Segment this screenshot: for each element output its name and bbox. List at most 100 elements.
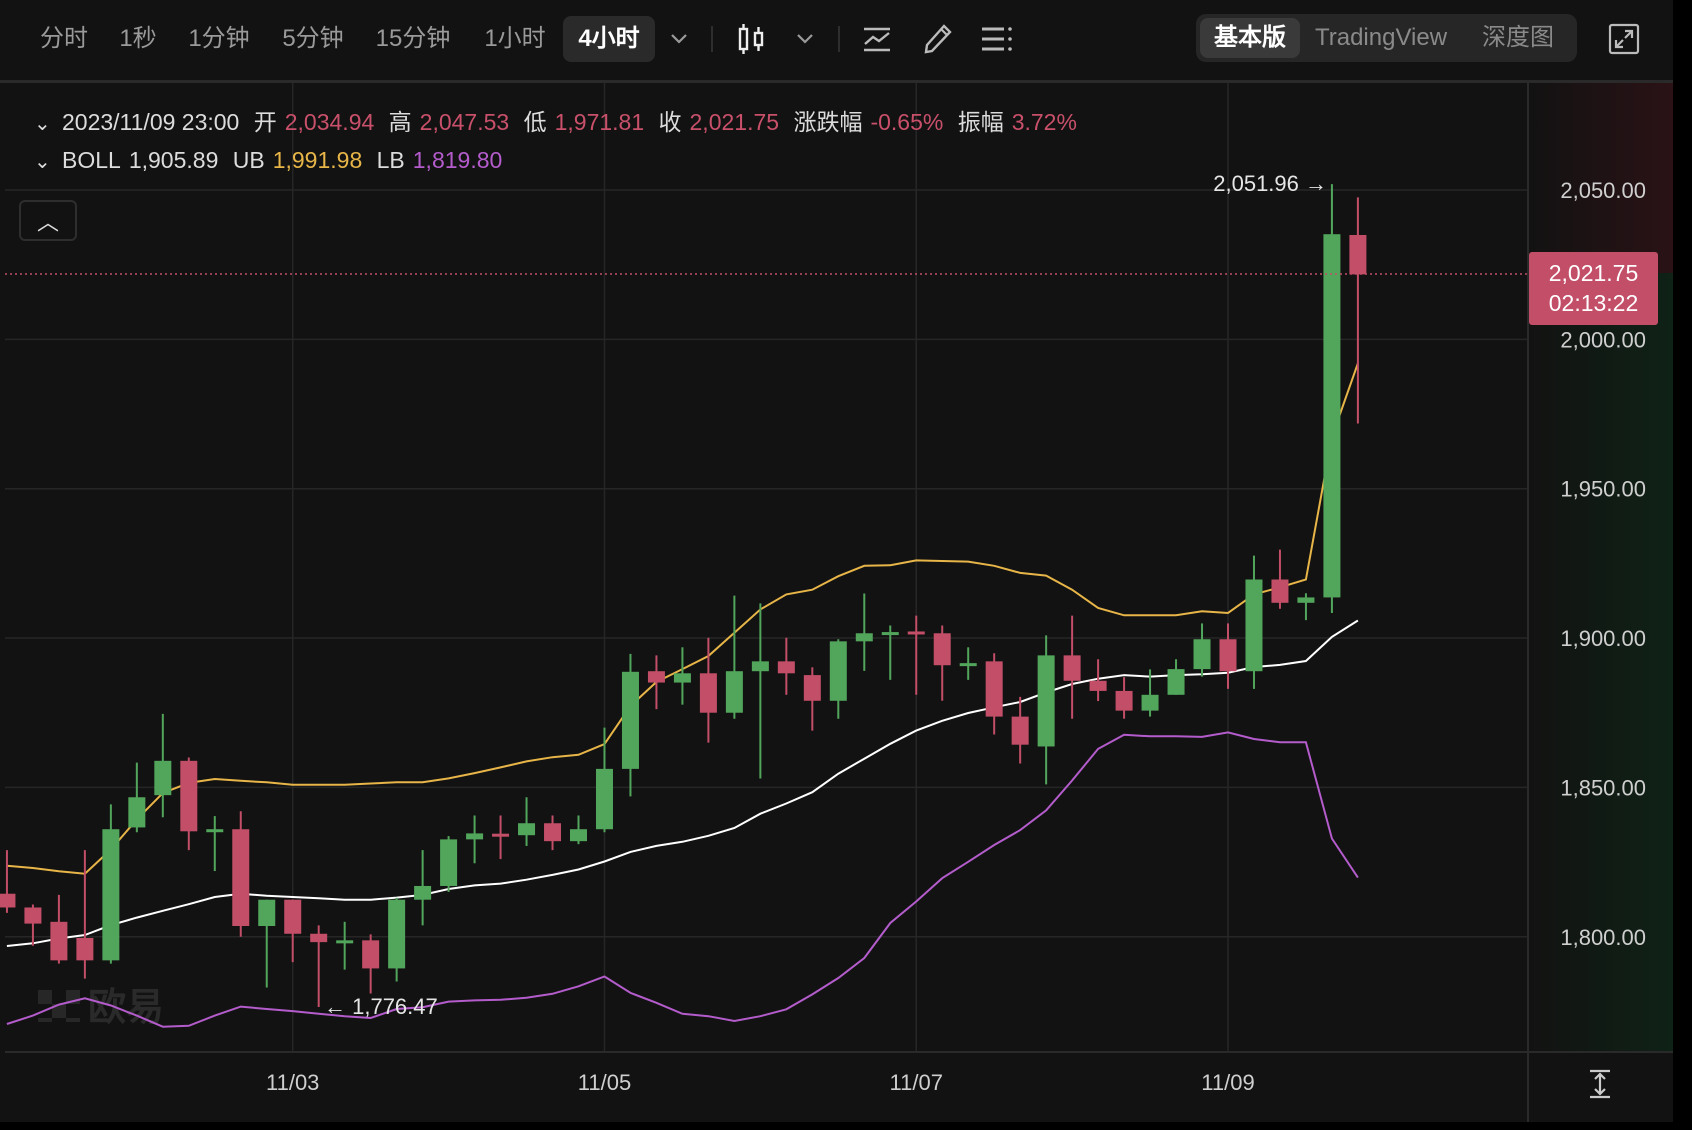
candle-down — [362, 934, 380, 994]
time-axis-label: 11/09 — [1201, 1070, 1254, 1095]
candle-down — [1089, 659, 1107, 702]
price-axis-label: 1,900.00 — [1560, 626, 1646, 651]
candlestick-chart[interactable]: 欧易 2,050.00 2,000.00 1,950.00 1,900.00 1,850… — [0, 83, 1673, 1122]
view-depth[interactable]: 深度图 — [1482, 24, 1554, 51]
candle-body — [336, 940, 354, 944]
candle-body — [518, 823, 536, 836]
fullscreen-icon[interactable] — [1605, 20, 1643, 58]
open-value: 2,034.94 — [284, 109, 375, 135]
close-value: 2,021.75 — [689, 109, 780, 135]
candle-up — [518, 797, 536, 846]
low-price-annotation: ← 1,776.47 — [324, 994, 438, 1019]
candle-body — [1115, 690, 1133, 711]
collapse-indicators-button[interactable]: ︿ — [19, 200, 77, 241]
candle-up — [959, 647, 977, 680]
interval-1m[interactable]: 1分钟 — [188, 25, 250, 52]
view-basic[interactable]: 基本版 — [1200, 18, 1300, 58]
candle-body — [1141, 694, 1159, 711]
interval-4h[interactable]: 4小时 — [563, 16, 655, 62]
candlestick-type-icon[interactable] — [732, 20, 770, 58]
candle-body — [803, 675, 821, 701]
change-value: -0.65% — [870, 109, 944, 135]
candle-body — [855, 633, 873, 642]
view-tradingview[interactable]: TradingView — [1314, 24, 1448, 51]
candle-down — [933, 625, 951, 701]
candle-down — [803, 667, 821, 731]
time-axis-label: 11/07 — [890, 1070, 943, 1095]
high-label: 高 — [388, 109, 412, 135]
reset-scale-icon[interactable] — [1586, 1068, 1614, 1100]
candle-up — [258, 899, 276, 988]
interval-1h[interactable]: 1小时 — [484, 25, 546, 52]
candle-down — [310, 925, 328, 1008]
ub-value: 1,991.98 — [272, 147, 363, 173]
candle-body — [1323, 234, 1341, 598]
boll-lower-band — [6, 731, 1359, 1028]
candle-up — [1297, 593, 1315, 621]
candle-body — [414, 885, 432, 900]
candle-down — [1349, 197, 1367, 424]
current-price-tag: 2,021.75 02:13:22 — [1529, 252, 1658, 325]
candle-down — [777, 637, 795, 695]
candle-body — [466, 833, 484, 840]
candle-body — [284, 899, 302, 934]
candle-up — [673, 647, 691, 705]
candle-up — [1323, 184, 1341, 613]
candle-up — [414, 850, 432, 926]
candle-body — [258, 899, 276, 926]
change-label: 涨跌幅 — [793, 109, 863, 135]
candle-body — [907, 631, 925, 635]
candle-up — [154, 713, 172, 818]
candle-up — [751, 603, 769, 779]
high-value: 2,047.53 — [419, 109, 510, 135]
chevron-down-icon[interactable] — [786, 20, 824, 58]
amplitude-value: 3.72% — [1011, 109, 1077, 135]
candle-body — [1167, 669, 1185, 695]
chevron-down-icon[interactable] — [660, 20, 698, 58]
boll-upper-band — [6, 362, 1359, 875]
price-axis-label: 1,850.00 — [1560, 775, 1646, 800]
candle-down — [24, 904, 42, 946]
view-switcher: 基本版 TradingView 深度图 — [1196, 14, 1577, 62]
close-label: 收 — [658, 109, 682, 135]
time-axis-label: 11/03 — [266, 1070, 319, 1095]
candle-up — [621, 653, 639, 797]
boll-mid-value: 1,905.89 — [128, 147, 219, 173]
candle-body — [1349, 234, 1367, 275]
settings-list-icon[interactable] — [978, 20, 1016, 58]
low-label: 低 — [523, 109, 547, 135]
candle-body — [647, 671, 665, 683]
candle-down — [699, 637, 717, 743]
chevron-down-icon[interactable]: ⌄ — [34, 113, 51, 135]
candle-body — [1011, 716, 1029, 745]
candle-up — [336, 921, 354, 970]
interval-5m[interactable]: 5分钟 — [282, 25, 344, 52]
candle-up — [102, 804, 120, 964]
indicator-icon[interactable] — [858, 20, 896, 58]
chevron-down-icon[interactable]: ⌄ — [34, 151, 51, 173]
candle-body — [1245, 579, 1263, 672]
candle-up — [1141, 669, 1159, 717]
high-price-annotation: 2,051.96 → — [1213, 171, 1327, 196]
candle-down — [985, 653, 1003, 735]
candle-countdown: 02:13:22 — [1548, 290, 1639, 316]
chevron-up-icon: ︿ — [36, 210, 59, 235]
candle-body — [232, 829, 250, 926]
window-edge — [1673, 0, 1692, 1130]
candle-body — [76, 937, 94, 961]
candle-down — [647, 655, 665, 710]
interval-1s[interactable]: 1秒 — [119, 25, 157, 52]
interval-fenshi[interactable]: 分时 — [40, 25, 88, 52]
boll-header: ⌄ BOLL 1,905.89 UB 1,991.98 LB 1,819.80 — [34, 147, 510, 174]
candle-up — [388, 897, 406, 982]
candle-body — [881, 632, 899, 636]
candle-body — [1089, 680, 1107, 691]
pencil-icon[interactable] — [918, 20, 956, 58]
candle-up — [440, 836, 458, 892]
candle-up — [466, 815, 484, 864]
price-axis-label: 1,950.00 — [1560, 477, 1646, 502]
interval-15m[interactable]: 15分钟 — [375, 25, 451, 52]
price-axis-label: 2,050.00 — [1560, 178, 1646, 203]
